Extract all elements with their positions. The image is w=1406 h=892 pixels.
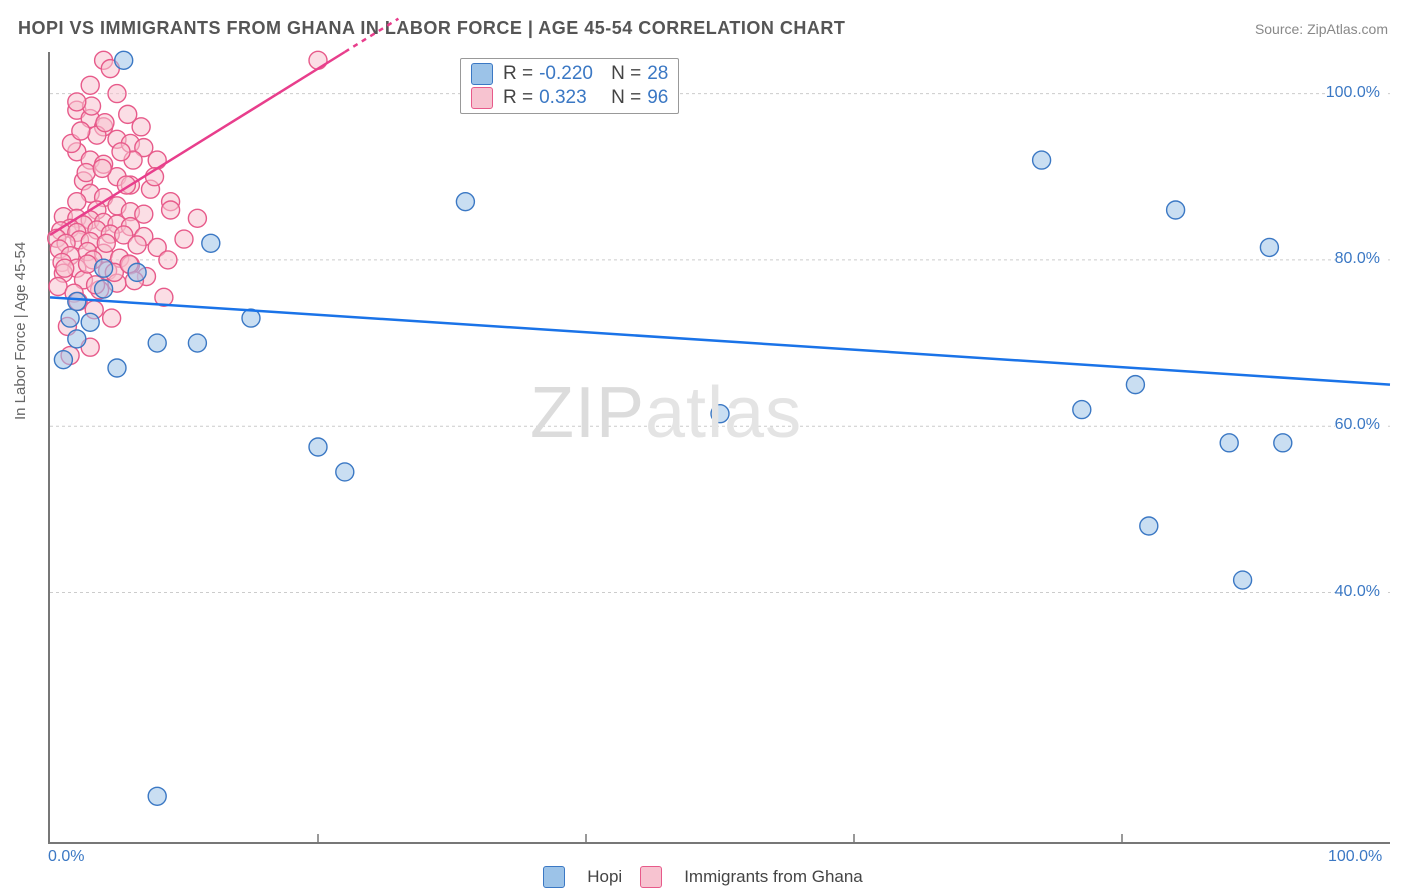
- legend-swatch-pink: [640, 866, 662, 888]
- y-tick-label: 40.0%: [1335, 583, 1386, 601]
- swatch-pink: [471, 87, 493, 109]
- stats-box: R = -0.220 N = 28 R = 0.323 N = 96: [460, 58, 679, 114]
- x-tick-label: 100.0%: [1328, 848, 1382, 866]
- chart-svg: [50, 52, 1390, 842]
- x-tick-label: 0.0%: [48, 848, 84, 866]
- r-value-pink: 0.323: [539, 87, 605, 109]
- n-value-blue: 28: [647, 63, 668, 85]
- source-label: Source: ZipAtlas.com: [1255, 21, 1388, 37]
- y-tick-label: 80.0%: [1335, 250, 1386, 268]
- plot-area: ZIPatlas R = -0.220 N = 28 R = 0.323 N =…: [48, 52, 1390, 844]
- y-tick-label: 60.0%: [1335, 416, 1386, 434]
- legend-label-pink: Immigrants from Ghana: [684, 867, 863, 887]
- n-value-pink: 96: [647, 87, 668, 109]
- y-axis-label: In Labor Force | Age 45-54: [12, 242, 29, 420]
- r-value-blue: -0.220: [539, 63, 605, 85]
- r-label: R =: [503, 63, 533, 85]
- stats-row-blue: R = -0.220 N = 28: [471, 63, 668, 85]
- chart-title: HOPI VS IMMIGRANTS FROM GHANA IN LABOR F…: [18, 18, 845, 39]
- n-label: N =: [611, 63, 641, 85]
- stats-row-pink: R = 0.323 N = 96: [471, 87, 668, 109]
- y-tick-label: 100.0%: [1326, 84, 1386, 102]
- legend-label-blue: Hopi: [587, 867, 622, 887]
- swatch-blue: [471, 63, 493, 85]
- n-label: N =: [611, 87, 641, 109]
- legend-swatch-blue: [543, 866, 565, 888]
- bottom-legend: Hopi Immigrants from Ghana: [0, 866, 1406, 888]
- r-label: R =: [503, 87, 533, 109]
